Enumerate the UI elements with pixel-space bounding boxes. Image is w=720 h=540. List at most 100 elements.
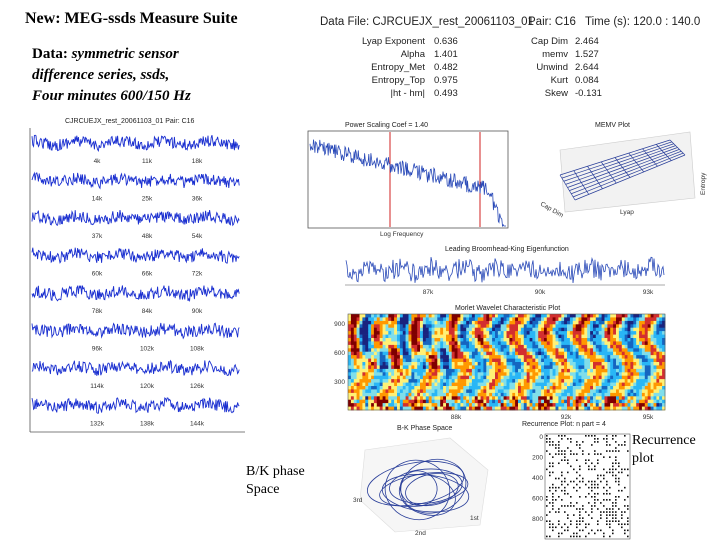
wavelet-cell <box>593 358 597 363</box>
wavelet-cell <box>495 320 499 325</box>
wavelet-cell <box>394 368 398 373</box>
wavelet-cell <box>399 375 404 380</box>
metric-value: 1.401 <box>434 49 458 60</box>
wavelet-cell <box>578 348 582 353</box>
wavelet-cell <box>385 320 389 325</box>
wavelet-cell <box>509 379 513 383</box>
wavelet-cell <box>633 355 637 359</box>
wavelet-cell <box>636 327 640 332</box>
recurrence-dot <box>594 450 596 452</box>
wavelet-cell <box>443 386 447 390</box>
wavelet-cell <box>480 327 484 332</box>
waveform <box>31 210 240 227</box>
mesh-line <box>642 148 658 167</box>
wavelet-cell <box>636 392 640 397</box>
recurrence-dot <box>558 520 560 522</box>
wavelet-cell <box>434 389 438 394</box>
wavelet-cell <box>359 324 363 329</box>
wavelet-cell <box>425 314 430 318</box>
wavelet-cell <box>397 375 401 380</box>
wavelet-cell <box>388 351 392 356</box>
wavelet-cell <box>610 389 614 394</box>
wavelet-cell <box>647 324 651 329</box>
wavelet-cell <box>587 358 591 363</box>
wavelet-cell <box>446 396 450 401</box>
wavelet-cell <box>385 403 389 407</box>
wavelet-cell <box>621 348 626 353</box>
wavelet-cell <box>492 379 496 383</box>
wavelet-cell <box>353 331 358 335</box>
wavelet-cell <box>422 324 427 329</box>
wavelet-cell <box>368 327 372 332</box>
wavelet-cell <box>552 348 556 353</box>
tick-label: 36k <box>192 196 203 203</box>
recurrence-dot <box>546 441 548 443</box>
wavelet-cell <box>509 362 513 366</box>
wavelet-cell <box>356 341 360 346</box>
wavelet-cell <box>457 375 461 380</box>
wavelet-cell <box>535 399 539 404</box>
wavelet-cell <box>569 344 574 349</box>
wavelet-cell <box>593 351 597 356</box>
wavelet-cell <box>624 365 628 370</box>
wavelet-cell <box>526 406 530 411</box>
wavelet-cell <box>394 375 398 380</box>
recurrence-dot <box>576 477 578 480</box>
wavelet-cell <box>460 396 464 401</box>
recurrence-dot <box>567 471 569 474</box>
wavelet-cell <box>466 331 470 335</box>
wavelet-cell <box>356 368 360 373</box>
wavelet-cell <box>656 389 660 394</box>
wavelet-cell <box>598 375 602 380</box>
wavelet-cell <box>402 327 407 332</box>
recurrence-dot <box>609 456 611 458</box>
wavelet-cell <box>575 389 579 394</box>
wavelet-cell <box>495 334 499 339</box>
recurrence-dot <box>618 496 620 498</box>
wavelet-cell <box>529 392 533 397</box>
wavelet-cell <box>448 372 453 377</box>
wavelet-cell <box>558 368 562 373</box>
tick-label: 4k <box>94 158 102 165</box>
wavelet-cell <box>523 392 528 397</box>
wavelet-cell <box>466 341 470 346</box>
recurrence-dot <box>600 517 602 519</box>
wavelet-cell <box>558 365 562 370</box>
wavelet-cell <box>356 334 360 339</box>
wavelet-cell <box>593 375 597 380</box>
recurrence-dot <box>567 462 569 465</box>
wavelet-cell <box>359 344 363 349</box>
wavelet-cell <box>532 327 536 332</box>
recurrence-dot <box>579 496 581 498</box>
wavelet-cell <box>518 341 522 346</box>
wavelet-cell <box>422 375 427 380</box>
wavelet-cell <box>544 331 548 335</box>
wavelet-cell <box>348 368 352 373</box>
wavelet-cell <box>457 406 461 411</box>
recurrence-dot <box>579 508 581 510</box>
wavelet-cell <box>601 334 605 339</box>
wavelet-cell <box>590 368 594 373</box>
wavelet-cell <box>477 334 481 339</box>
wavelet-cell <box>656 348 660 353</box>
wavelet-cell <box>397 317 401 322</box>
wavelet-cell <box>422 399 427 404</box>
wavelet-cell <box>480 320 484 325</box>
wavelet-cell <box>489 362 493 366</box>
wavelet-cell <box>627 396 631 401</box>
wavelet-cell <box>512 375 516 380</box>
wavelet-cell <box>630 368 634 373</box>
wavelet-cell <box>371 386 375 390</box>
orbit <box>405 473 459 507</box>
wavelet-cell <box>495 406 499 411</box>
wavelet-cell <box>362 392 366 397</box>
wavelet-cell <box>523 403 528 407</box>
wavelet-cell <box>610 379 614 383</box>
recurrence-panel: Recurrence Plot: n part = 4 020040060080… <box>522 421 631 540</box>
wavelet-cell <box>512 351 516 356</box>
wavelet-cell <box>466 348 470 353</box>
wavelet-cell <box>466 327 470 332</box>
wavelet-cell <box>463 351 467 356</box>
wavelet-cell <box>414 331 418 335</box>
tick-label: 48k <box>142 233 153 240</box>
